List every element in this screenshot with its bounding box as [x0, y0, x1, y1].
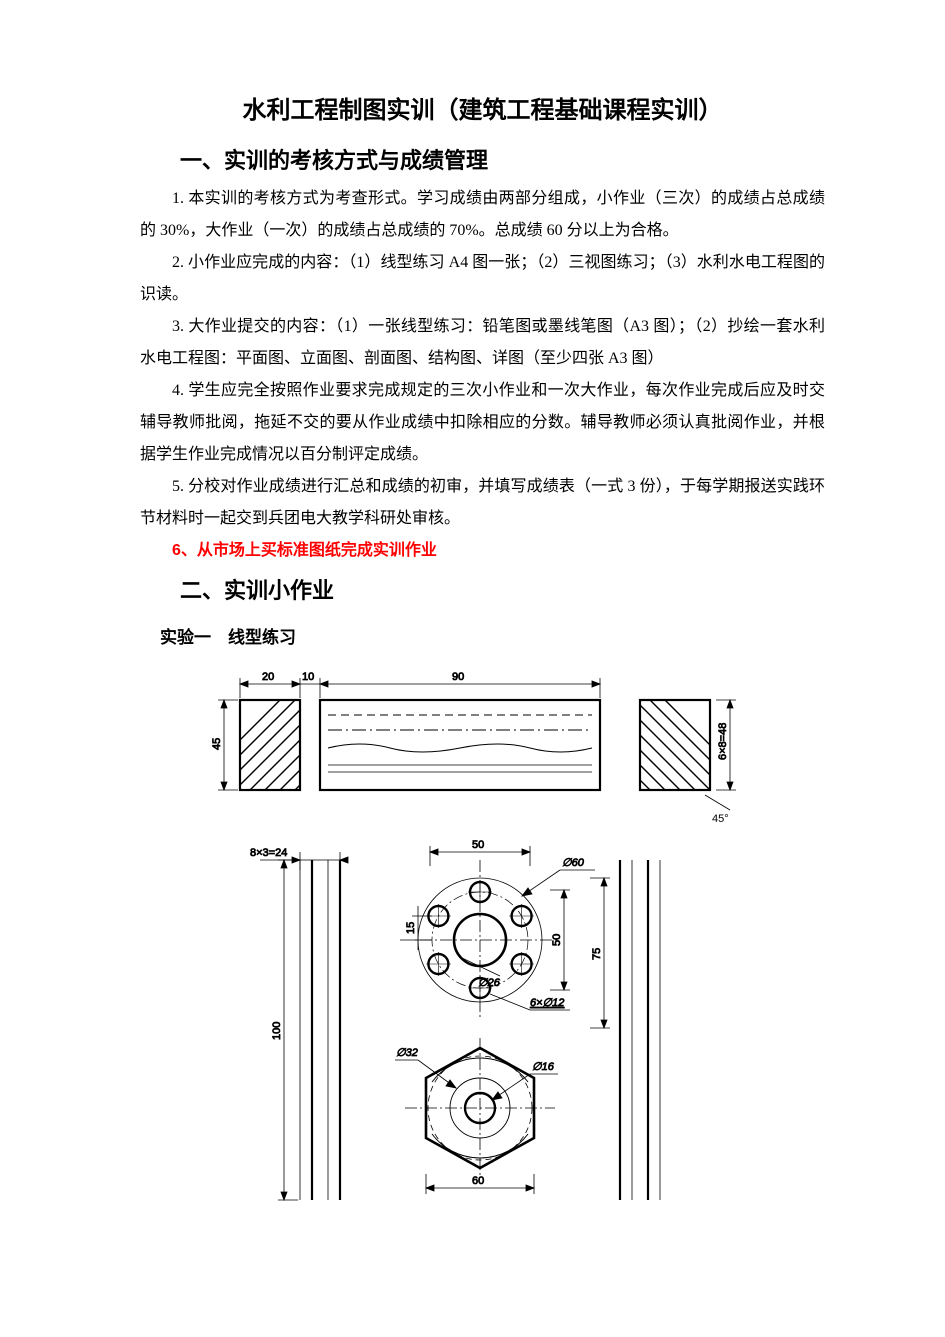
upper-right-hatched-rect: 45° [630, 665, 740, 880]
dim-8x3-24-group: 8×3=24 [250, 847, 348, 870]
dim-50-top: 50 [472, 839, 484, 851]
paragraph-3: 3. 大作业提交的内容：（1）一张线型练习：铅笔图或墨线笔图（A3 图）；（2）… [140, 311, 825, 375]
page-title: 水利工程制图实训（建筑工程基础课程实训） [140, 90, 825, 125]
line-type-diagram: 45° 20 10 90 [200, 660, 825, 1225]
section-1-heading: 一、实训的考核方式与成绩管理 [180, 143, 825, 175]
hex-nut-figure [405, 1038, 555, 1178]
dim-phi16: ∅16 [532, 1061, 555, 1073]
dim-20: 20 [262, 671, 274, 683]
flange-dimensions: 50 50 ∅60 15 ∅26 [405, 839, 610, 1028]
dim-phi26: ∅26 [478, 977, 501, 989]
dim-100: 100 [271, 1022, 283, 1040]
dim-15: 15 [405, 922, 417, 934]
dim-90: 90 [452, 671, 464, 683]
dim-100-group: 100 [271, 860, 298, 1200]
upper-middle-rect [320, 700, 600, 790]
paragraph-6-red: 6、从市场上买标准图纸完成实训作业 [140, 535, 825, 567]
dim-8x3-24: 8×3=24 [250, 847, 287, 859]
dim-6x8-48: 6×8=48 [717, 723, 729, 760]
dim-75: 75 [591, 948, 603, 960]
experiment-1-heading: 实验一 线型练习 [160, 623, 825, 648]
dim-6xphi12: 6×∅12 [530, 997, 564, 1009]
dim-45deg: 45° [712, 813, 729, 825]
paragraph-2: 2. 小作业应完成的内容：（1）线型练习 A4 图一张；（2）三视图练习；（3）… [140, 247, 825, 311]
dim-10: 10 [302, 671, 314, 683]
dim-60: 60 [472, 1175, 484, 1187]
lower-left-lines [300, 860, 340, 1200]
section-2-heading: 二、实训小作业 [180, 573, 825, 605]
paragraph-1: 1. 本实训的考核方式为考查形式。学习成绩由两部分组成，小作业（三次）的成绩占总… [140, 183, 825, 247]
dim-45: 45 [211, 738, 223, 750]
dim-phi32: ∅32 [396, 1047, 418, 1059]
paragraph-4: 4. 学生应完全按照作业要求完成规定的三次小作业和一次大作业，每次作业完成后应及… [140, 375, 825, 471]
dim-phi60: ∅60 [562, 857, 585, 869]
paragraph-5: 5. 分校对作业成绩进行汇总和成绩的初审，并填写成绩表（一式 3 份），于每学期… [140, 471, 825, 535]
dim-50-right: 50 [551, 934, 563, 946]
upper-left-hatched-rect [230, 660, 330, 870]
lower-right-lines [620, 860, 660, 1200]
